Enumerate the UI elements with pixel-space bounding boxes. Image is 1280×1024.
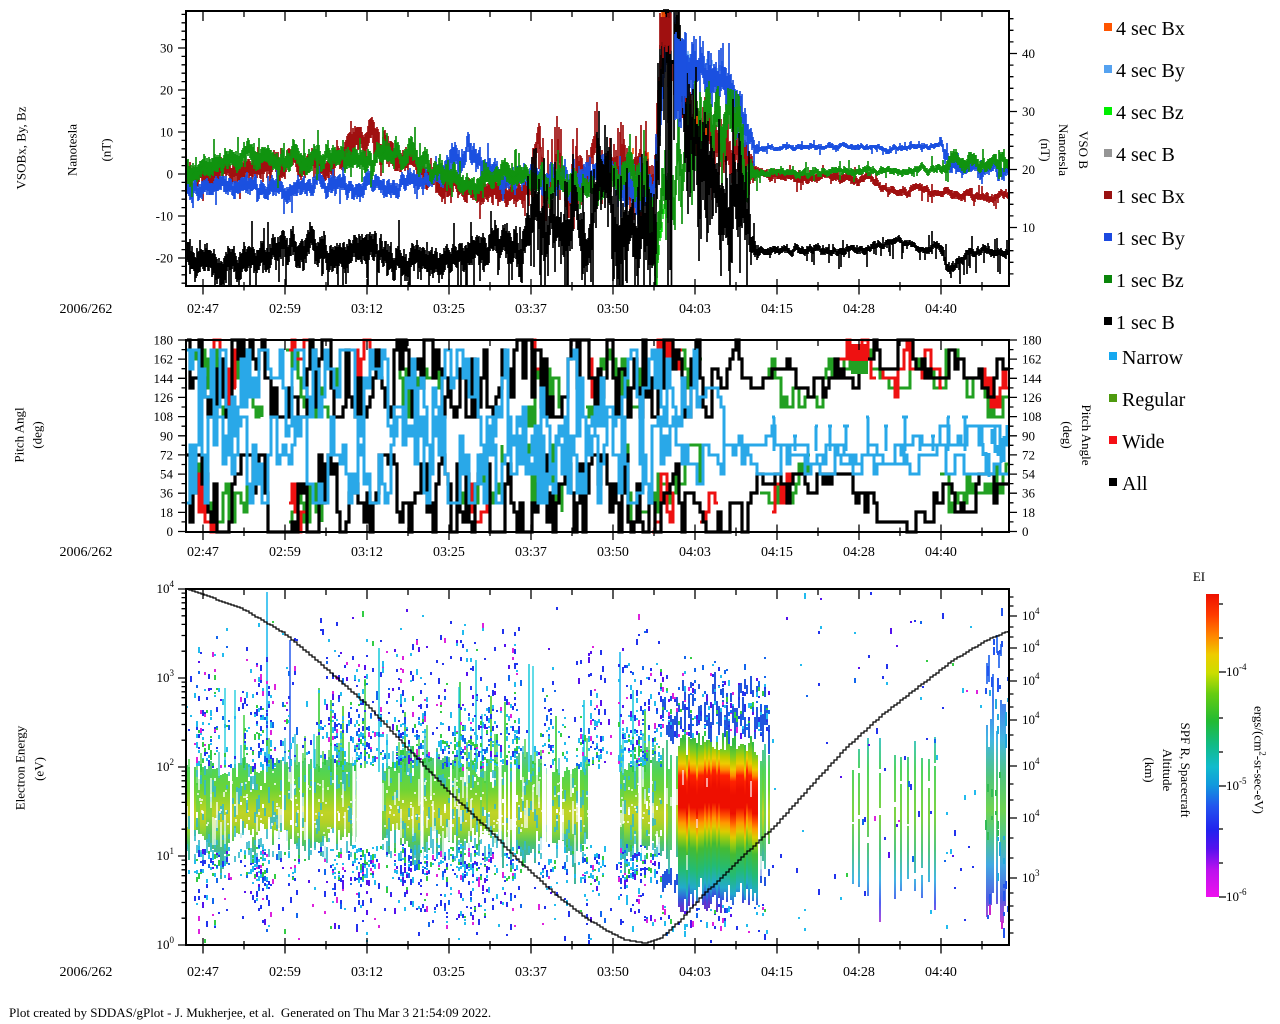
- svg-text:Pitch Angle: Pitch Angle: [1079, 404, 1094, 465]
- svg-text:04:03: 04:03: [679, 545, 711, 560]
- svg-text:03:37: 03:37: [515, 302, 547, 317]
- svg-text:EI: EI: [1193, 569, 1205, 584]
- svg-text:-10: -10: [156, 209, 173, 224]
- svg-text:4 sec By: 4 sec By: [1116, 60, 1185, 82]
- svg-text:1 sec B: 1 sec B: [1116, 312, 1175, 334]
- svg-text:Altitude: Altitude: [1160, 749, 1175, 792]
- svg-text:4 sec B: 4 sec B: [1116, 144, 1175, 166]
- svg-text:30: 30: [160, 41, 173, 56]
- svg-text:108: 108: [154, 409, 174, 424]
- svg-text:SPF R, Spacecraft: SPF R, Spacecraft: [1178, 723, 1193, 818]
- svg-text:Nanotesla: Nanotesla: [1056, 124, 1071, 176]
- svg-text:03:50: 03:50: [597, 545, 629, 560]
- svg-text:Wide: Wide: [1122, 431, 1165, 453]
- svg-text:126: 126: [1022, 390, 1042, 405]
- svg-text:(km): (km): [1142, 757, 1157, 782]
- svg-text:04:03: 04:03: [679, 302, 711, 317]
- svg-text:72: 72: [160, 447, 173, 462]
- svg-text:10: 10: [160, 125, 173, 140]
- svg-text:VSO B: VSO B: [1076, 131, 1091, 169]
- svg-text:18: 18: [160, 505, 173, 520]
- svg-text:03:50: 03:50: [597, 302, 629, 317]
- svg-text:40: 40: [1022, 46, 1035, 61]
- svg-text:36: 36: [160, 486, 174, 501]
- svg-text:Pitch Angl: Pitch Angl: [12, 407, 27, 463]
- svg-text:03:37: 03:37: [515, 965, 547, 980]
- svg-text:(eV): (eV): [32, 757, 47, 781]
- svg-text:04:28: 04:28: [843, 302, 875, 317]
- svg-text:180: 180: [1022, 333, 1042, 348]
- svg-text:03:12: 03:12: [351, 302, 383, 317]
- svg-text:4 sec Bz: 4 sec Bz: [1116, 102, 1184, 124]
- svg-text:Electron Energy: Electron Energy: [13, 725, 28, 810]
- svg-text:20: 20: [1022, 162, 1035, 177]
- svg-text:(deg): (deg): [30, 421, 45, 448]
- svg-text:VSOBx, By, Bz: VSOBx, By, Bz: [14, 106, 29, 189]
- svg-text:1 sec By: 1 sec By: [1116, 228, 1185, 250]
- svg-text:02:59: 02:59: [269, 545, 301, 560]
- svg-text:04:40: 04:40: [925, 545, 957, 560]
- svg-text:36: 36: [1022, 486, 1036, 501]
- svg-text:126: 126: [154, 390, 174, 405]
- svg-text:03:37: 03:37: [515, 545, 547, 560]
- svg-text:180: 180: [154, 333, 174, 348]
- svg-text:02:47: 02:47: [187, 965, 219, 980]
- svg-text:4 sec Bx: 4 sec Bx: [1116, 18, 1185, 40]
- svg-text:04:40: 04:40: [925, 302, 957, 317]
- svg-text:162: 162: [1022, 352, 1042, 367]
- svg-text:02:47: 02:47: [187, 302, 219, 317]
- svg-text:04:15: 04:15: [761, 302, 793, 317]
- svg-text:02:47: 02:47: [187, 545, 219, 560]
- svg-text:02:59: 02:59: [269, 965, 301, 980]
- svg-text:All: All: [1122, 473, 1148, 495]
- svg-text:90: 90: [160, 428, 173, 443]
- svg-text:Narrow: Narrow: [1122, 347, 1184, 369]
- svg-text:54: 54: [160, 467, 174, 482]
- svg-text:2006/262: 2006/262: [60, 302, 113, 317]
- svg-text:54: 54: [1022, 467, 1036, 482]
- svg-text:03:25: 03:25: [433, 545, 465, 560]
- svg-text:04:40: 04:40: [925, 965, 957, 980]
- svg-text:03:12: 03:12: [351, 545, 383, 560]
- svg-text:02:59: 02:59: [269, 302, 301, 317]
- svg-text:1 sec Bz: 1 sec Bz: [1116, 270, 1184, 292]
- svg-text:04:28: 04:28: [843, 965, 875, 980]
- svg-text:04:28: 04:28: [843, 545, 875, 560]
- svg-text:ergs/(cm2-sr-sec-eV): ergs/(cm2-sr-sec-eV): [1252, 706, 1268, 814]
- svg-text:(nT): (nT): [99, 138, 114, 161]
- svg-text:(deg): (deg): [1060, 421, 1075, 448]
- svg-text:04:15: 04:15: [761, 545, 793, 560]
- svg-text:20: 20: [160, 83, 173, 98]
- svg-text:2006/262: 2006/262: [60, 545, 113, 560]
- svg-text:30: 30: [1022, 104, 1035, 119]
- svg-text:03:25: 03:25: [433, 965, 465, 980]
- svg-text:Nanotesla: Nanotesla: [65, 124, 80, 176]
- svg-text:144: 144: [154, 371, 174, 386]
- svg-text:(nT): (nT): [1038, 138, 1053, 161]
- svg-text:03:25: 03:25: [433, 302, 465, 317]
- svg-text:0: 0: [1022, 524, 1029, 539]
- svg-text:2006/262: 2006/262: [60, 965, 113, 980]
- svg-text:04:15: 04:15: [761, 965, 793, 980]
- svg-text:18: 18: [1022, 505, 1035, 520]
- svg-text:04:03: 04:03: [679, 965, 711, 980]
- svg-text:0: 0: [167, 167, 174, 182]
- svg-text:03:50: 03:50: [597, 965, 629, 980]
- svg-text:10: 10: [1022, 220, 1035, 235]
- svg-text:0: 0: [167, 524, 174, 539]
- svg-text:Regular: Regular: [1122, 389, 1186, 411]
- svg-text:1 sec Bx: 1 sec Bx: [1116, 186, 1185, 208]
- svg-text:72: 72: [1022, 447, 1035, 462]
- svg-text:162: 162: [154, 352, 174, 367]
- svg-text:03:12: 03:12: [351, 965, 383, 980]
- svg-text:90: 90: [1022, 428, 1035, 443]
- svg-text:-20: -20: [156, 251, 173, 266]
- svg-text:108: 108: [1022, 409, 1042, 424]
- svg-text:Plot created by SDDAS/gPlot -: Plot created by SDDAS/gPlot - J. Mukherj…: [9, 1005, 491, 1020]
- svg-text:144: 144: [1022, 371, 1042, 386]
